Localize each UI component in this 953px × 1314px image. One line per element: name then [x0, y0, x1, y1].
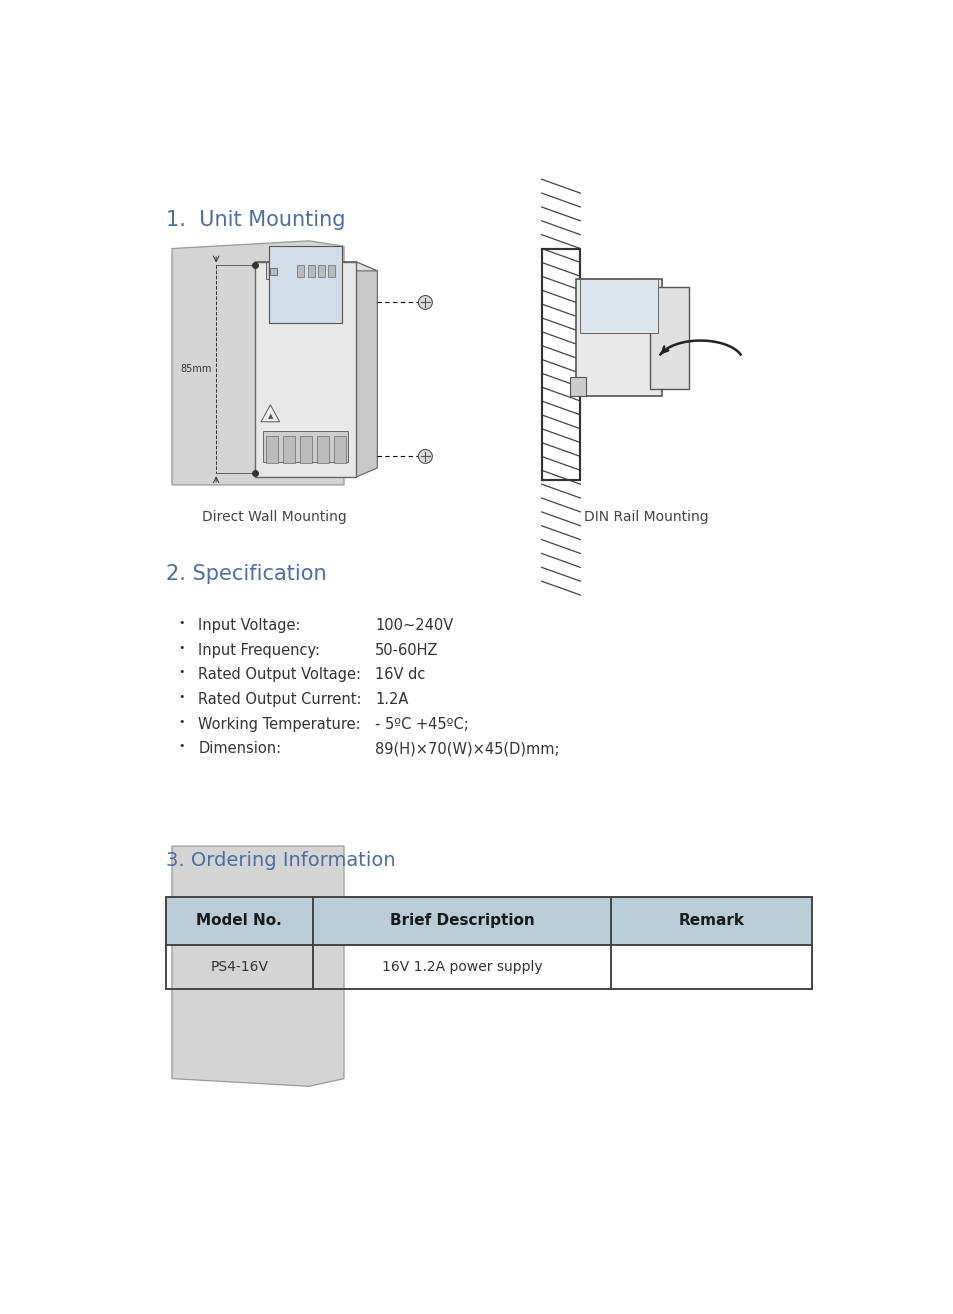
- Text: •: •: [178, 692, 184, 702]
- Text: 50-60HZ: 50-60HZ: [375, 643, 438, 658]
- Text: DIN Rail Mounting: DIN Rail Mounting: [583, 510, 708, 524]
- Bar: [328, 264, 335, 277]
- Text: Rated Output Current:: Rated Output Current:: [198, 692, 361, 707]
- Text: •: •: [178, 668, 184, 678]
- Bar: [334, 436, 346, 464]
- Text: Input Frequency:: Input Frequency:: [198, 643, 320, 658]
- Text: 85mm: 85mm: [181, 364, 212, 374]
- Bar: [266, 261, 290, 279]
- Bar: [541, 248, 579, 480]
- Text: ▲: ▲: [268, 414, 273, 419]
- Text: •: •: [178, 618, 184, 628]
- Bar: [294, 263, 341, 277]
- Bar: [166, 897, 811, 945]
- Bar: [254, 261, 355, 477]
- Bar: [570, 377, 585, 397]
- Text: Input Voltage:: Input Voltage:: [198, 618, 300, 633]
- Bar: [266, 436, 278, 464]
- Polygon shape: [261, 405, 279, 422]
- Text: 16V dc: 16V dc: [375, 668, 425, 682]
- Bar: [269, 246, 341, 323]
- Bar: [583, 280, 638, 302]
- Bar: [297, 264, 304, 277]
- Circle shape: [418, 296, 432, 309]
- Text: 1.  Unit Mounting: 1. Unit Mounting: [166, 210, 345, 230]
- Text: Direct Wall Mounting: Direct Wall Mounting: [202, 510, 346, 524]
- Text: Model No.: Model No.: [196, 913, 282, 928]
- Circle shape: [418, 449, 432, 464]
- Bar: [307, 264, 314, 277]
- Bar: [541, 248, 579, 480]
- Text: PS4-16V: PS4-16V: [211, 961, 268, 974]
- Bar: [649, 286, 688, 389]
- Text: 3. Ordering Information: 3. Ordering Information: [166, 850, 395, 870]
- Text: •: •: [178, 716, 184, 727]
- Polygon shape: [172, 846, 344, 1087]
- Bar: [579, 280, 658, 334]
- Bar: [316, 436, 329, 464]
- Bar: [317, 264, 324, 277]
- Text: 2. Specification: 2. Specification: [166, 564, 326, 585]
- Text: Working Temperature:: Working Temperature:: [198, 716, 360, 732]
- Text: - 5ºC +45ºC;: - 5ºC +45ºC;: [375, 716, 468, 732]
- Text: Remark: Remark: [678, 913, 744, 928]
- Text: •: •: [178, 643, 184, 653]
- Polygon shape: [355, 261, 377, 477]
- Bar: [299, 436, 312, 464]
- Text: 100~240V: 100~240V: [375, 618, 453, 633]
- Bar: [270, 268, 276, 276]
- Text: Dimension:: Dimension:: [198, 741, 281, 757]
- Text: Brief Description: Brief Description: [390, 913, 534, 928]
- Polygon shape: [254, 261, 377, 271]
- Bar: [576, 280, 661, 397]
- Text: 1.2A: 1.2A: [375, 692, 408, 707]
- Text: 16V 1.2A power supply: 16V 1.2A power supply: [381, 961, 542, 974]
- Bar: [282, 436, 294, 464]
- Text: Rated Output Voltage:: Rated Output Voltage:: [198, 668, 361, 682]
- Text: 89(H)×70(W)×45(D)mm;: 89(H)×70(W)×45(D)mm;: [375, 741, 558, 757]
- Bar: [262, 431, 348, 461]
- Polygon shape: [172, 240, 344, 485]
- Text: •: •: [178, 741, 184, 752]
